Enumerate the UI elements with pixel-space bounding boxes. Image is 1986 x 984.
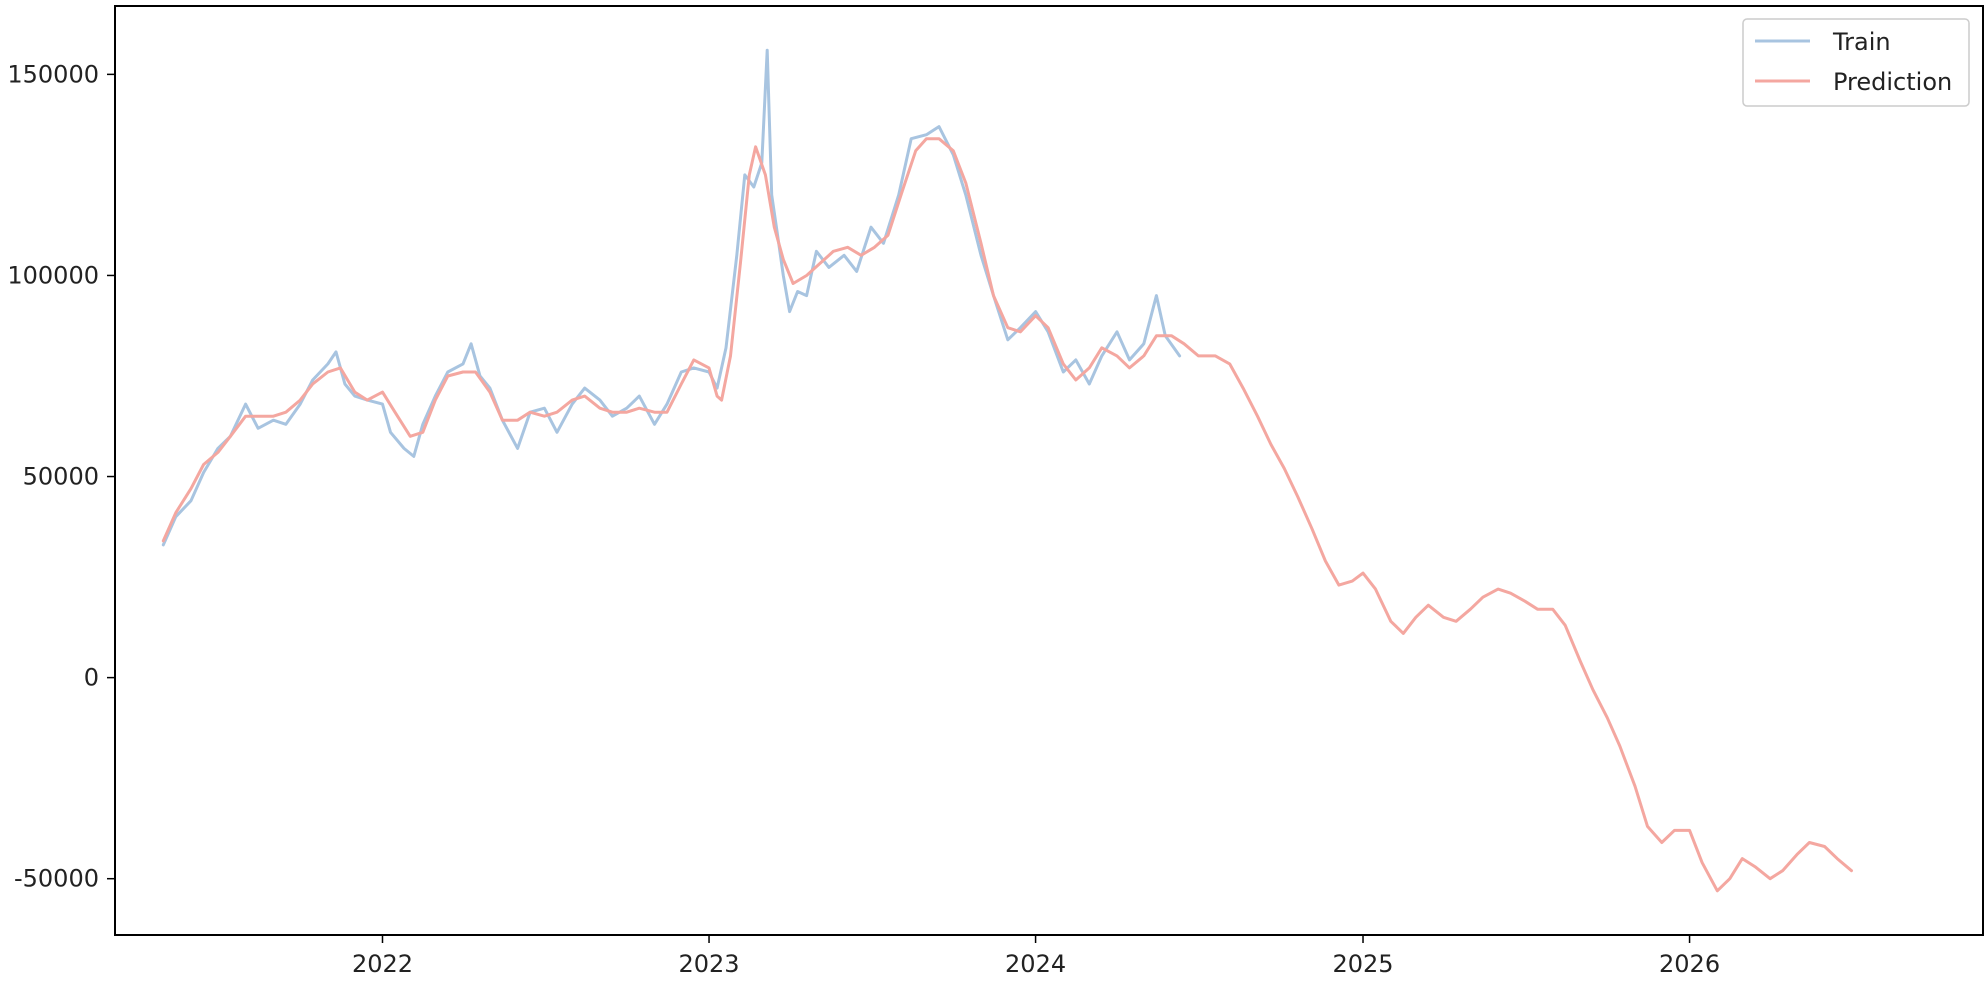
x-tick-label: 2022 (352, 950, 413, 978)
x-tick-label: 2024 (1005, 950, 1066, 978)
y-tick-label: 150000 (7, 60, 99, 88)
x-axis: 2022 2023 2024 2025 2026 (352, 935, 1720, 978)
y-tick-label: 100000 (7, 261, 99, 289)
y-tick-label: 50000 (23, 463, 99, 491)
legend-label-prediction: Prediction (1833, 68, 1952, 96)
x-tick-label: 2023 (678, 950, 739, 978)
series-line-prediction (161, 137, 1853, 893)
legend-label-train: Train (1832, 28, 1891, 56)
x-tick-label: 2025 (1332, 950, 1393, 978)
y-tick-label: -50000 (14, 865, 99, 893)
legend: Train Prediction (1742, 18, 1970, 107)
plot-area (114, 5, 1984, 936)
y-tick-label: 0 (84, 664, 99, 692)
series-layer (161, 48, 1853, 893)
x-tick-label: 2026 (1659, 950, 1720, 978)
y-axis: -50000 0 50000 100000 150000 (7, 60, 115, 893)
